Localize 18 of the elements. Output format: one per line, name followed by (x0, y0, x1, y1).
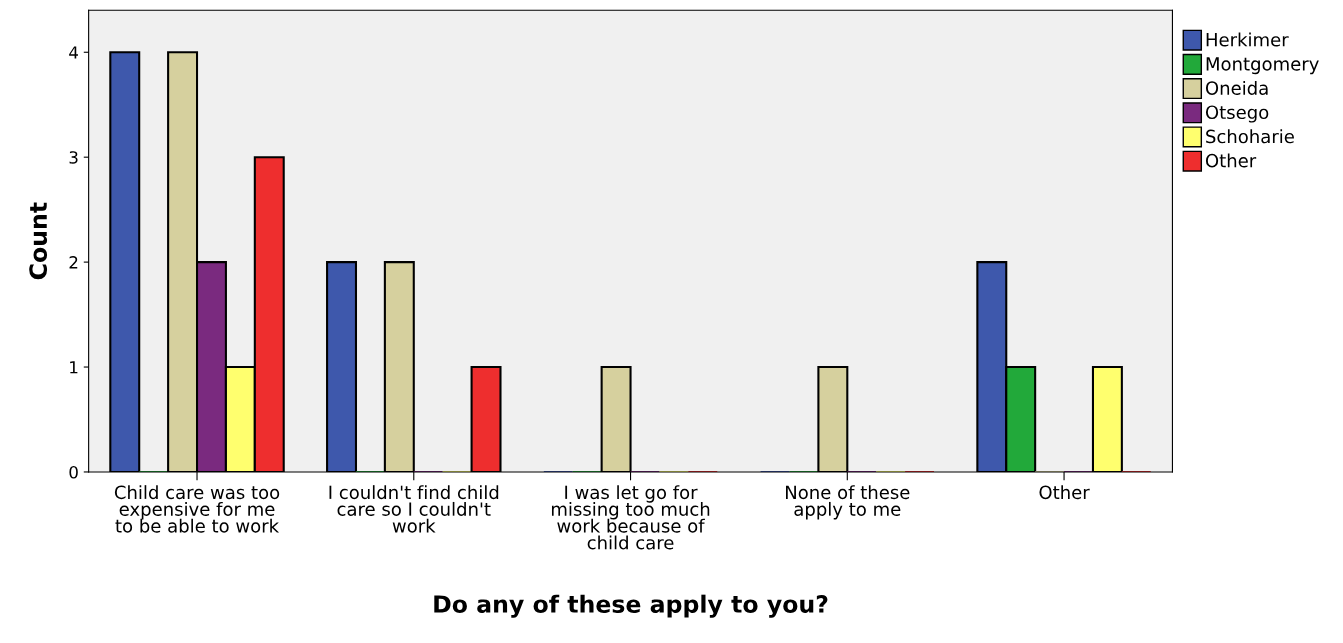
y-tick-label: 0 (69, 465, 78, 479)
legend-label: Herkimer (1206, 32, 1289, 47)
x-tick-label: None of these apply to me (786, 485, 910, 520)
x-tick-label: I was let go for missing too much work because of child care (551, 485, 710, 550)
y-tick-label: 4 (69, 46, 78, 59)
legend-label: Montgomery (1206, 57, 1319, 75)
y-tick-label: 1 (70, 361, 78, 374)
legend-label: Schoharie (1206, 129, 1294, 144)
x-tick-label: Child care was too expensive for me to be able to work (114, 485, 280, 533)
legend-label: Otsego (1205, 105, 1269, 123)
x-tick-label: Other (1039, 485, 1090, 500)
legend-label: Oneida (1205, 80, 1268, 95)
x-axis-title: Do any of these apply to you? (434, 594, 828, 618)
legend-label: Other (1205, 153, 1257, 168)
y-tick-label: 2 (69, 256, 78, 269)
y-axis-title: Count (29, 202, 48, 280)
y-tick-label: 3 (69, 151, 78, 164)
x-tick-label: I couldn't find child care so I couldn't work (329, 485, 499, 533)
